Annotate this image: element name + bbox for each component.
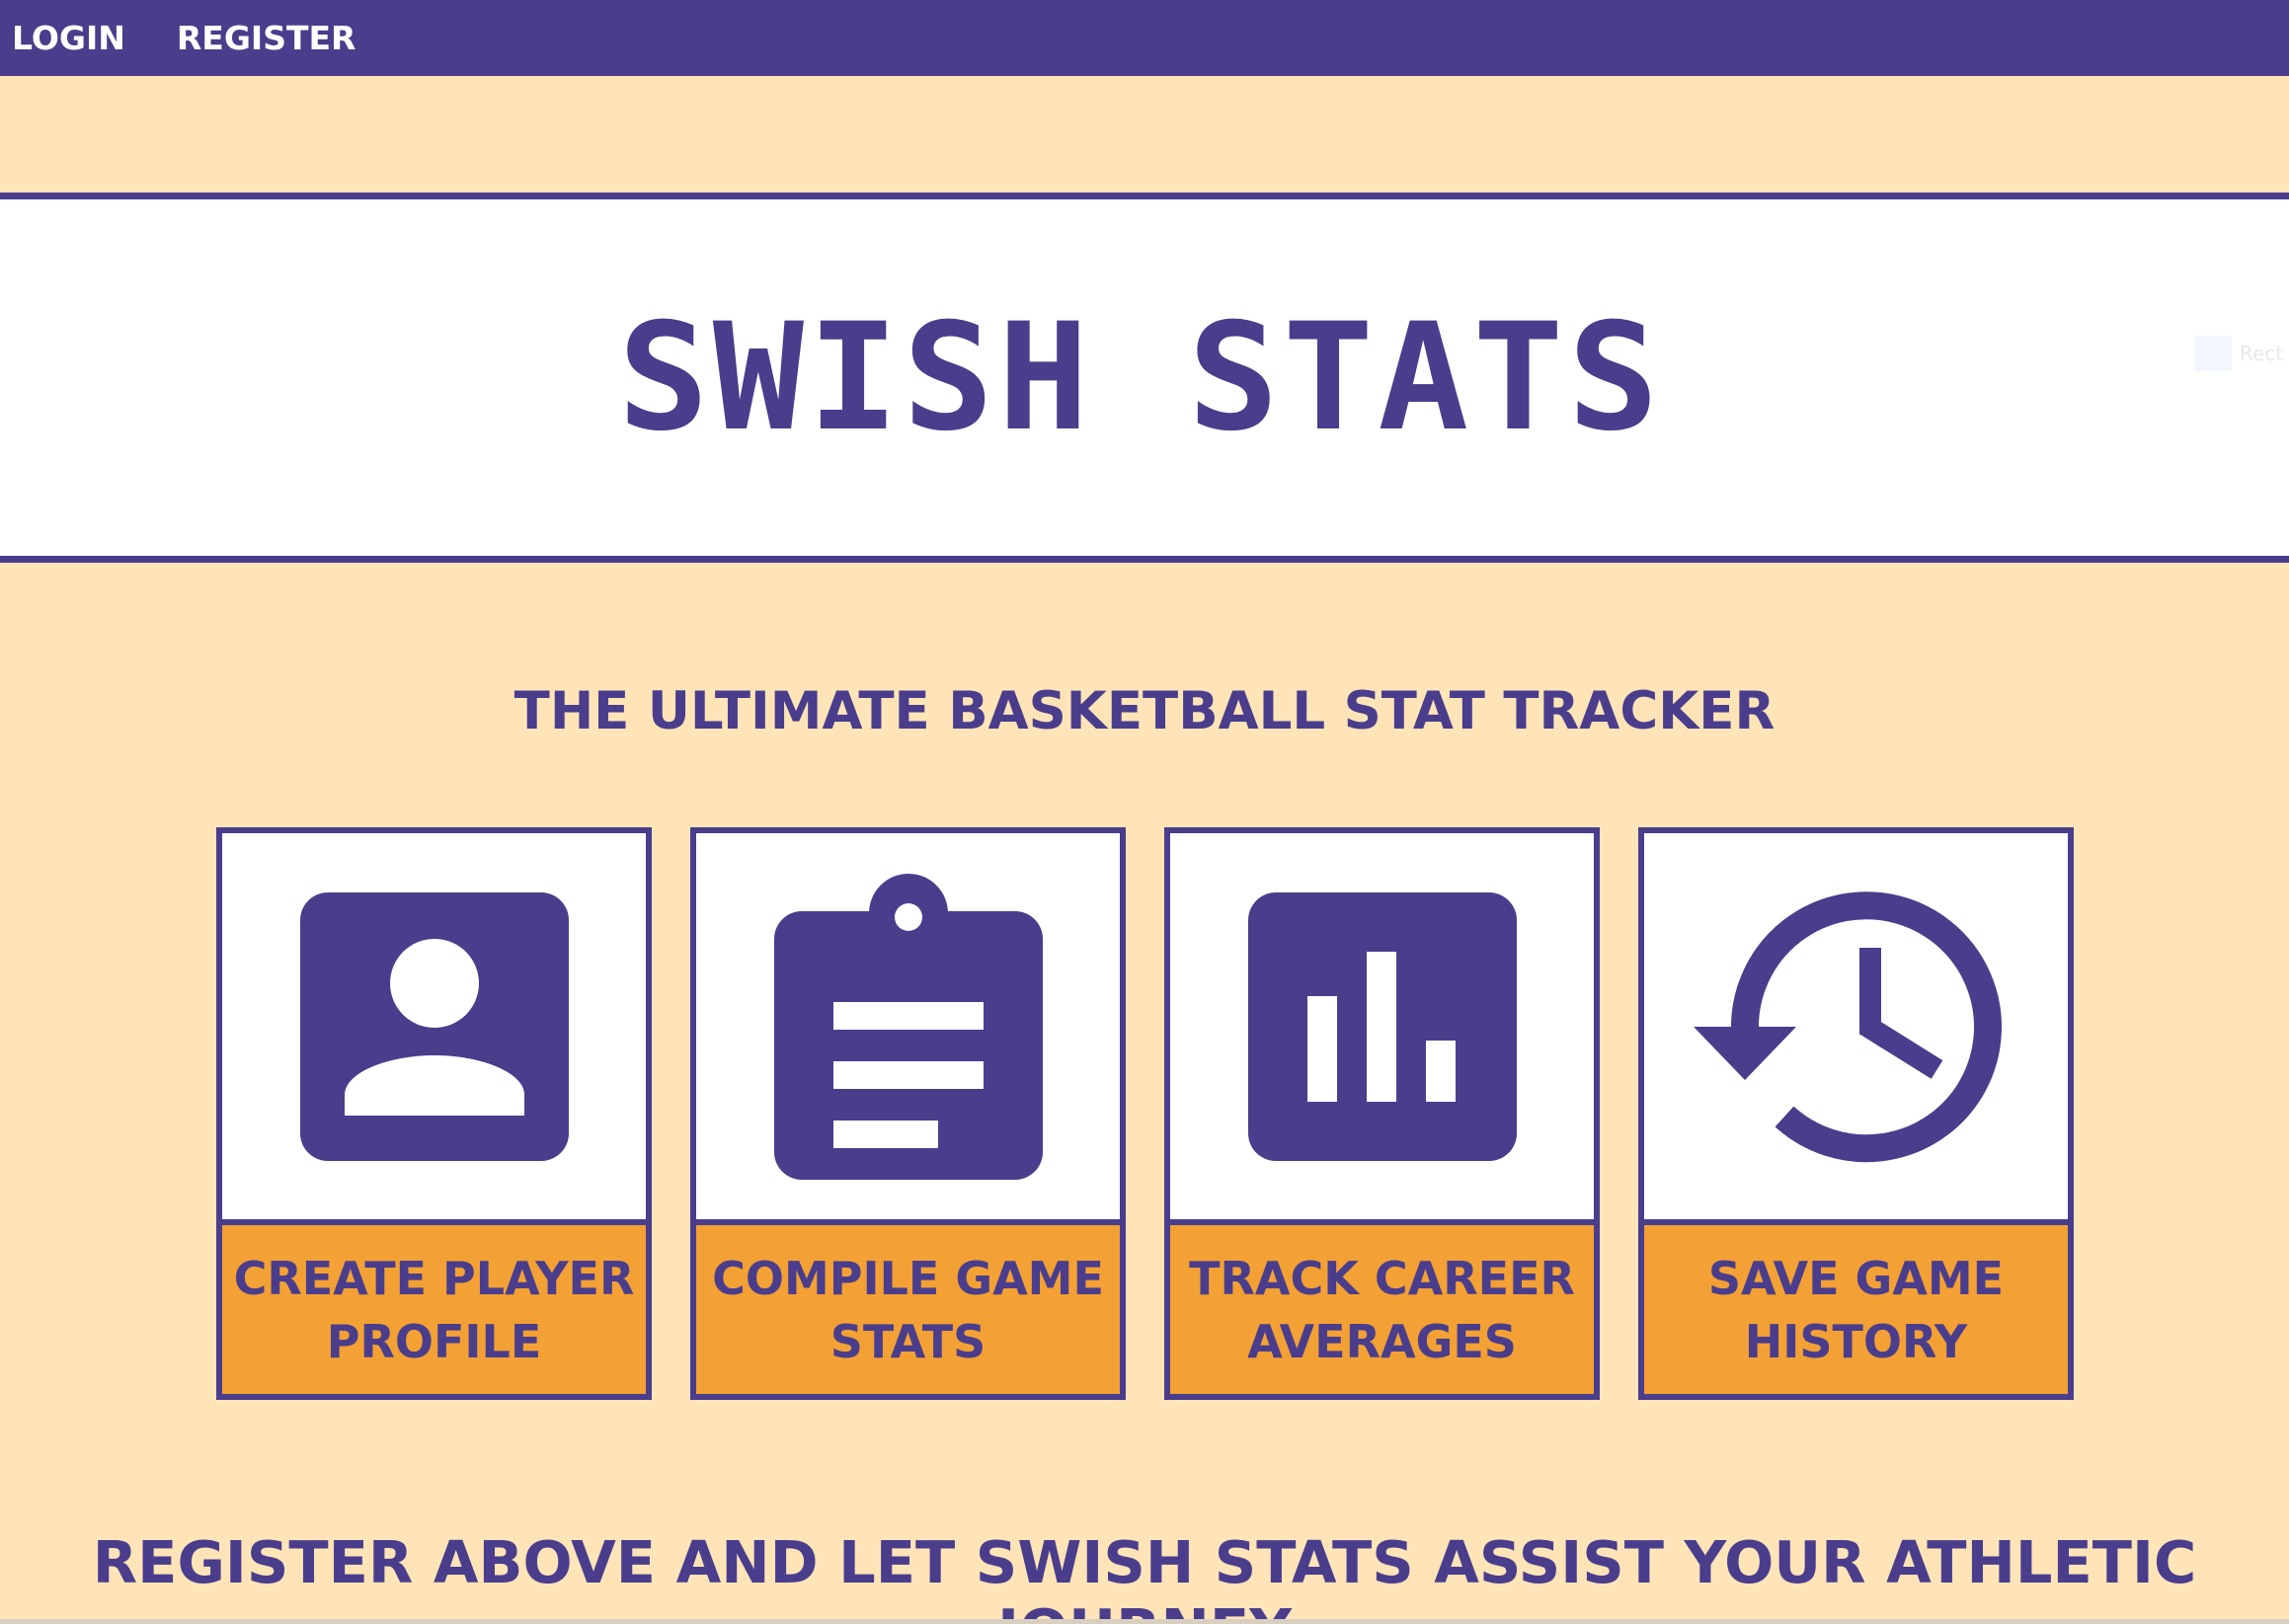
login-link[interactable]: LOGIN [12,19,125,57]
feature-label-line: SAVE GAME [1707,1251,2005,1305]
feature-card-icon-area [1644,833,2068,1225]
feature-card-create-player-profile[interactable]: CREATE PLAYER PROFILE [216,827,652,1400]
feature-label-line: AVERAGES [1247,1314,1517,1368]
clipboard-icon [773,873,1043,1180]
feature-card-icon-area [696,833,1120,1225]
feature-card-label: CREATE PLAYER PROFILE [222,1225,646,1394]
player-profile-icon [299,891,569,1161]
feature-card-label: SAVE GAME HISTORY [1644,1225,2068,1394]
history-icon [1693,890,2002,1162]
bar-chart-icon [1247,891,1517,1161]
feature-card-icon-area [222,833,646,1225]
site-logo-title: SWISH STATS [617,291,1664,464]
register-link[interactable]: REGISTER [176,19,356,57]
feature-cards: CREATE PLAYER PROFILE COMPILE GAME STATS [216,827,2074,1400]
feature-label-line: TRACK CAREER [1189,1251,1575,1305]
feature-label-line: COMPILE GAME [712,1251,1104,1305]
tagline-heading: THE ULTIMATE BASKETBALL STAT TRACKER [513,681,1776,741]
feature-card-save-game-history[interactable]: SAVE GAME HISTORY [1638,827,2074,1400]
feature-card-compile-game-stats[interactable]: COMPILE GAME STATS [690,827,1126,1400]
feature-label-line: PROFILE [326,1314,542,1368]
feature-card-icon-area [1170,833,1594,1225]
faint-overlay-label: Rect [2240,342,2284,365]
feature-label-line: HISTORY [1744,1314,1968,1368]
feature-label-line: CREATE PLAYER [233,1251,635,1305]
feature-card-track-career-averages[interactable]: TRACK CAREER AVERAGES [1164,827,1600,1400]
faint-overlay-element: Rect [2194,336,2289,371]
hero-banner: SWISH STATS [0,193,2289,563]
feature-card-label: COMPILE GAME STATS [696,1225,1120,1394]
call-to-action-text: REGISTER ABOVE AND LET SWISH STATS ASSIS… [92,1528,2197,1624]
bottom-divider [0,1619,2289,1624]
feature-label-line: STATS [829,1314,987,1368]
faint-overlay-box [2194,336,2232,371]
top-nav-bar: LOGIN REGISTER [0,0,2289,76]
feature-card-label: TRACK CAREER AVERAGES [1170,1225,1594,1394]
